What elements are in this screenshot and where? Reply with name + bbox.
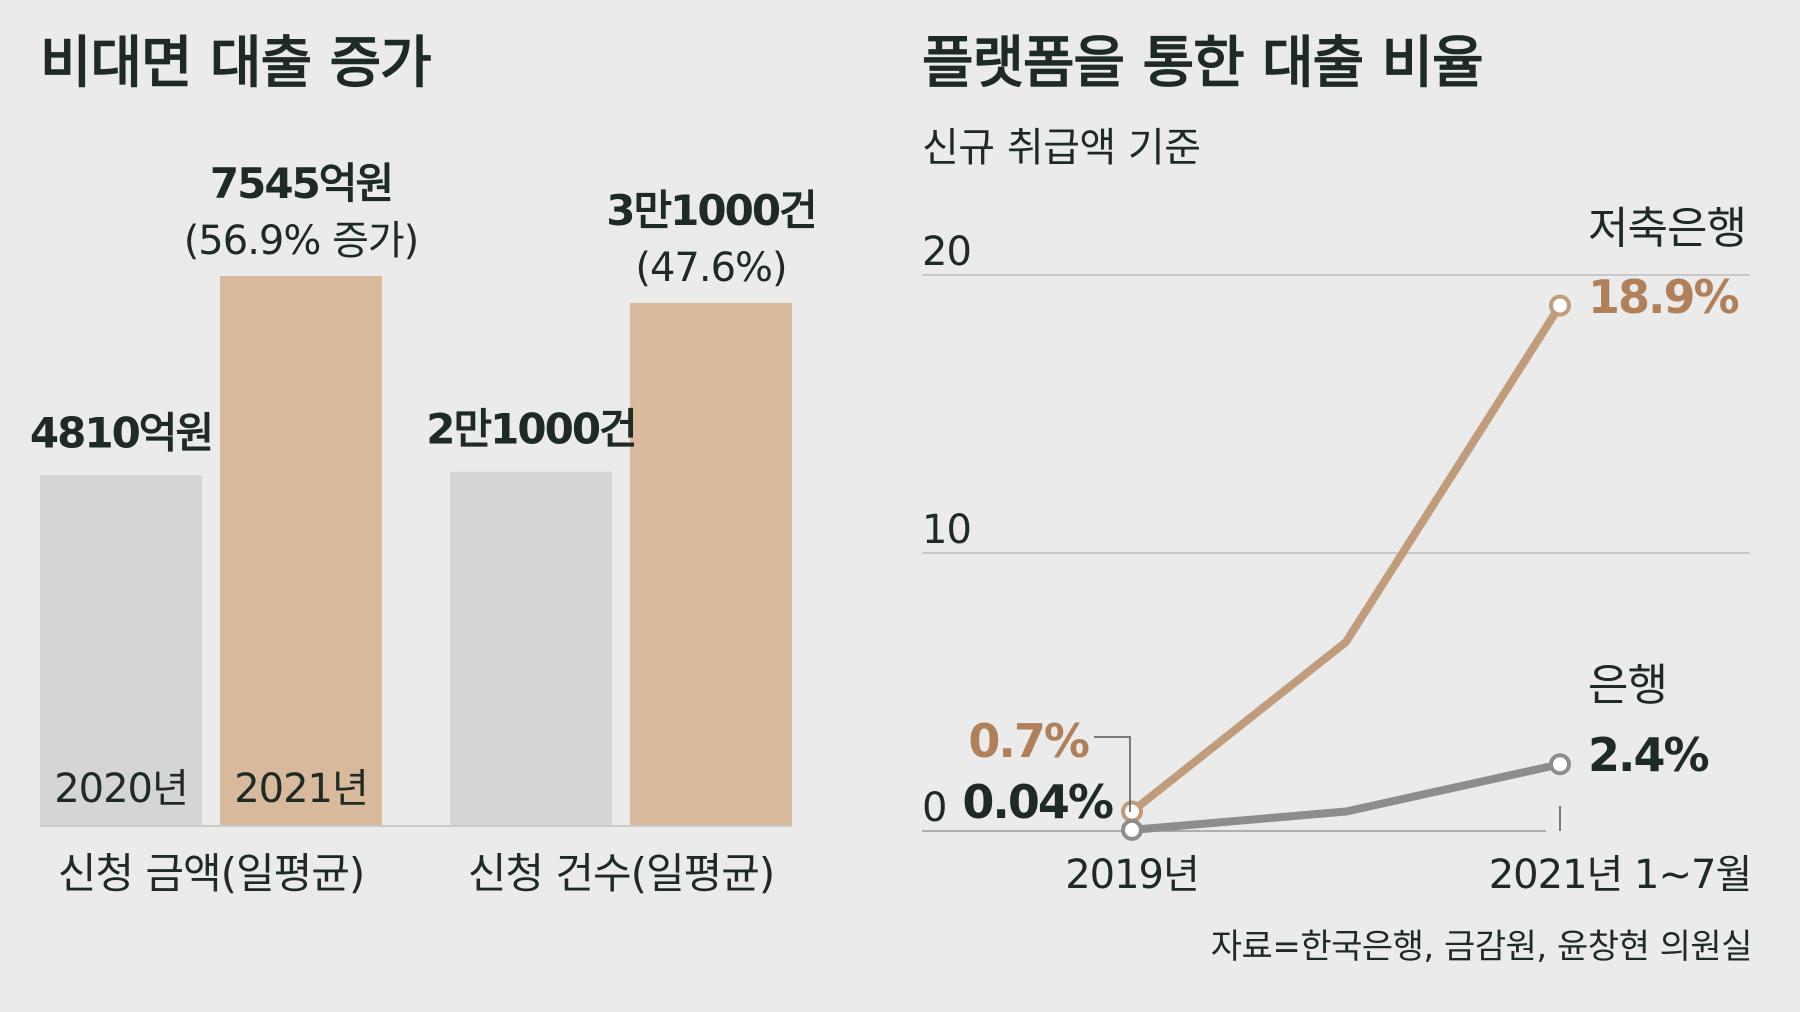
bar-2021-2: [630, 303, 792, 826]
legend-2021-label: 2021년: [234, 766, 368, 812]
label-savings-bank-end: 18.9%: [1588, 270, 1738, 324]
bar-2020-1: [40, 475, 202, 826]
right-chart-subtitle: 신규 취급액 기준: [922, 125, 1201, 171]
bar-2021-value-label-2: 3만1000건: [606, 186, 815, 235]
bar-2020-value-label-1: 4810억원: [30, 408, 212, 457]
category-label-1: 신청 금액(일평균): [58, 849, 365, 898]
bar-2021-value-label-1: 7545억원: [210, 159, 392, 208]
start-label-leader: [1094, 736, 1131, 812]
bar-growth-label-1: (56.9% 증가): [184, 218, 419, 264]
series-line-savings-bank: [1129, 303, 1564, 815]
bar-growth-label-2: (47.6%): [635, 245, 786, 291]
y-tick-label-0: 0: [922, 785, 946, 831]
bar-2020-2: [450, 471, 612, 826]
source-note: 자료=한국은행, 금감원, 윤창현 의원실: [1210, 927, 1753, 967]
y-tick-label-10: 10: [922, 507, 971, 553]
point-savings-bank-1: [1121, 800, 1143, 823]
bar-2020-value-label-2: 2만1000건: [426, 405, 635, 454]
series-name-bank: 은행: [1588, 660, 1667, 711]
label-savings-bank-start: 0.7%: [968, 714, 1088, 768]
series-line-bank: [1131, 760, 1561, 834]
category-label-2: 신청 건수(일평균): [468, 849, 775, 898]
point-bank-1: [1121, 818, 1143, 841]
label-bank-end: 2.4%: [1588, 728, 1708, 782]
y-tick-label-20: 20: [922, 229, 971, 275]
label-bank-start: 0.04%: [962, 775, 1112, 829]
point-savings-bank-3: [1549, 294, 1571, 317]
series-name-savings-bank: 저축은행: [1588, 203, 1746, 254]
right-chart-title: 플랫폼을 통한 대출 비율: [922, 31, 1484, 96]
left-chart-title: 비대면 대출 증가: [40, 31, 432, 96]
legend-2020-label: 2020년: [54, 766, 188, 812]
x-tick-label-2: 2021년 1~7월: [1489, 852, 1752, 898]
bar-2021-1: [220, 276, 382, 826]
point-bank-3: [1549, 753, 1571, 776]
x-tick-label-1: 2019년: [1065, 852, 1199, 898]
